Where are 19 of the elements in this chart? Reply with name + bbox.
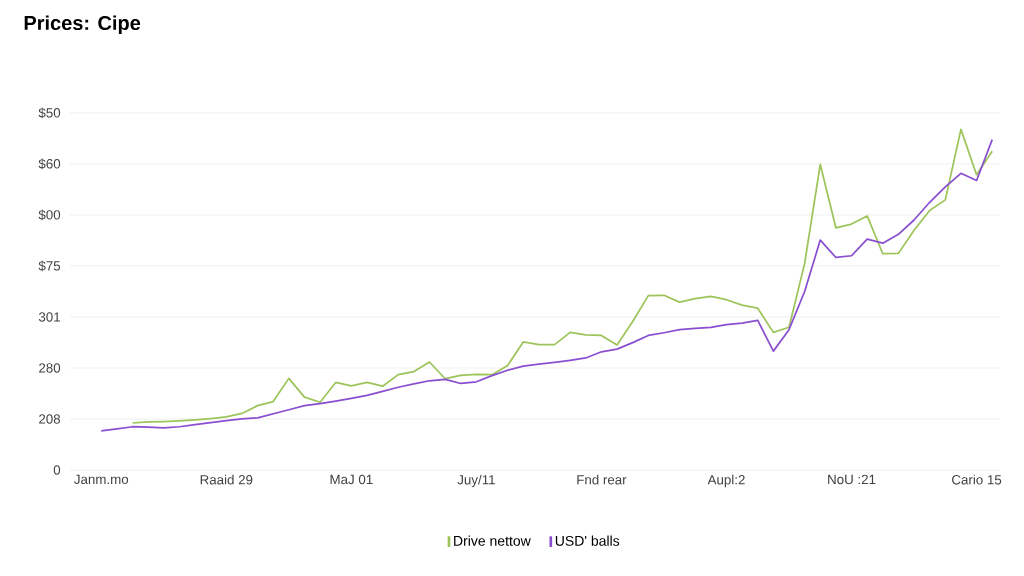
x-tick-label: Fnd rear [577,474,627,485]
x-tick-label: Aupl:2 [707,474,745,488]
x-tick-label: Juy/11 [457,474,495,488]
text: $75 [38,260,61,272]
legend-label: Drive nettow [454,535,531,546]
text: 0 [53,465,61,475]
text: 301 [38,312,60,322]
text: 280 [39,363,61,373]
x-tick-label: Raaid 29 [200,474,253,485]
text: $60 [38,158,61,170]
x-tick-label: Janm.mo [74,474,129,485]
legend-label: USD' balls [555,535,620,546]
x-tick-label: NoU :21 [828,474,876,485]
text: 208 [39,414,61,424]
x-tick-label: Cario 15 [952,474,1002,485]
text: $50 [38,107,61,119]
x-tick-label: MaJ 01 [330,474,373,485]
chart-title: Prices: Cipe [24,15,141,35]
text: $00 [38,209,61,221]
